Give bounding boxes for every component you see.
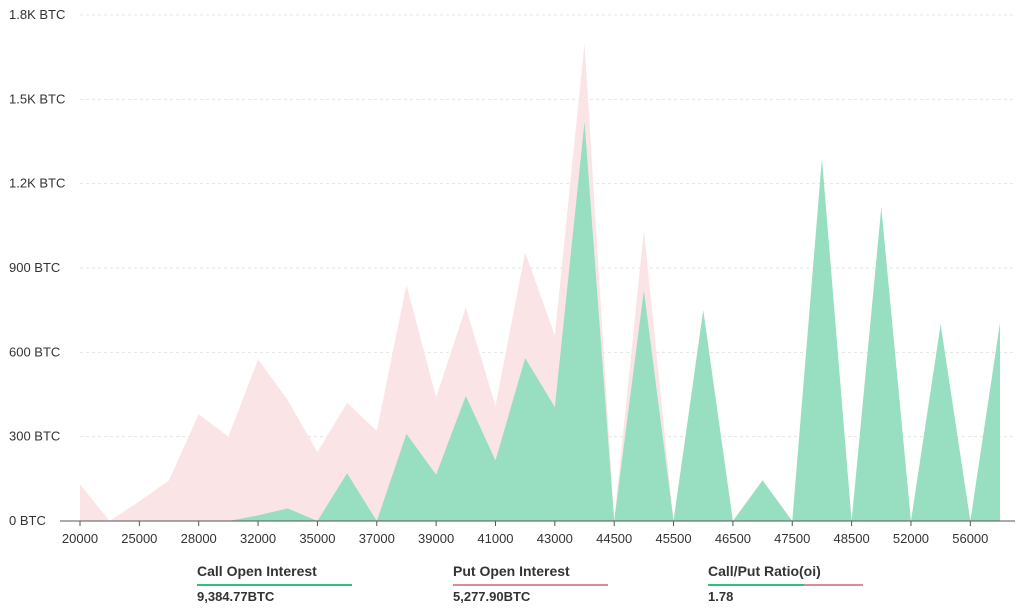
area-layer	[80, 43, 1000, 522]
y-tick-label: 300 BTC	[9, 429, 60, 444]
y-tick-label: 1.2K BTC	[9, 176, 65, 191]
x-tick-label: 47500	[774, 531, 810, 546]
call-oi-value: 9,384.77BTC	[197, 589, 275, 604]
x-tick-label: 56000	[952, 531, 988, 546]
put-oi-underline	[453, 584, 608, 586]
put-oi-value: 5,277.90BTC	[453, 589, 531, 604]
x-tick-label: 48500	[834, 531, 870, 546]
y-tick-label: 0 BTC	[9, 513, 46, 528]
y-tick-label: 1.5K BTC	[9, 91, 65, 106]
call-oi-area	[80, 121, 1000, 521]
call-oi-stat: Call Open Interest 9,384.77BTC	[197, 560, 357, 604]
axis-layer: 0 BTC 300 BTC 600 BTC 900 BTC 1.2K BTC 1.5K B…	[9, 7, 1015, 546]
ratio-value: 1.78	[708, 589, 734, 604]
x-tick-label: 35000	[299, 531, 335, 546]
put-oi-label: Put Open Interest	[453, 563, 570, 579]
x-tick-label: 28000	[181, 531, 217, 546]
call-oi-label: Call Open Interest	[197, 563, 317, 579]
call-oi-underline	[197, 584, 352, 586]
put-oi-stat: Put Open Interest 5,277.90BTC	[453, 560, 613, 604]
x-tick-label: 25000	[121, 531, 157, 546]
y-tick-label: 600 BTC	[9, 344, 60, 359]
x-tick-label: 45500	[655, 531, 691, 546]
x-tick-label: 20000	[62, 531, 98, 546]
x-tick-label: 46500	[715, 531, 751, 546]
x-tick-label: 52000	[893, 531, 929, 546]
y-tick-label: 1.8K BTC	[9, 7, 65, 22]
summary-stats: Call Open Interest 9,384.77BTC Put Open …	[0, 560, 1027, 614]
x-tick-label: 41000	[477, 531, 513, 546]
y-tick-label: 900 BTC	[9, 260, 60, 275]
x-tick-label: 43000	[537, 531, 573, 546]
oi-area-chart: 0 BTC 300 BTC 600 BTC 900 BTC 1.2K BTC 1.5K B…	[9, 7, 1015, 546]
x-tick-label: 37000	[359, 531, 395, 546]
x-tick-label: 32000	[240, 531, 276, 546]
x-tick-label: 39000	[418, 531, 454, 546]
x-tick-label: 44500	[596, 531, 632, 546]
ratio-underline	[708, 584, 863, 586]
ratio-stat: Call/Put Ratio(oi) 1.78	[708, 560, 868, 604]
ratio-label: Call/Put Ratio(oi)	[708, 563, 821, 579]
